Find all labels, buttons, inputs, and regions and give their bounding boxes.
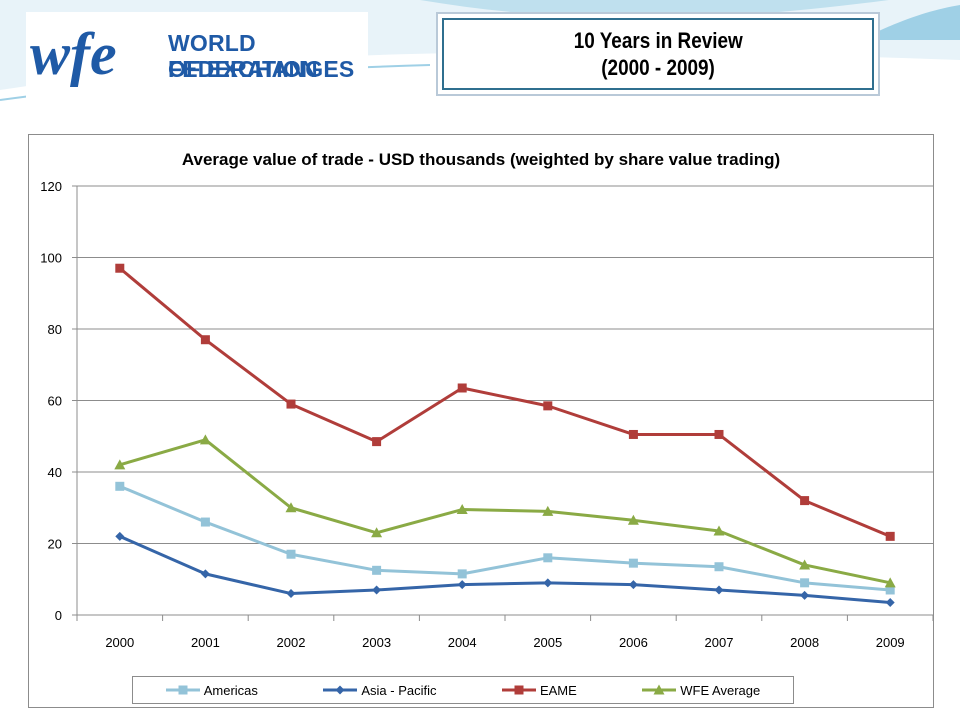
x-tick-label: 2002 xyxy=(277,635,306,650)
data-point xyxy=(627,514,639,525)
data-point xyxy=(457,383,467,393)
data-point xyxy=(800,496,810,506)
review-title-inner: 10 Years in Review (2000 - 2009) xyxy=(442,18,874,90)
review-title-box: 10 Years in Review (2000 - 2009) xyxy=(436,12,880,96)
data-point xyxy=(885,585,895,595)
data-point xyxy=(457,569,467,579)
data-point xyxy=(799,559,811,570)
legend-item: WFE Average xyxy=(642,683,760,698)
series-line xyxy=(119,484,891,592)
logo-text-line-2: OF EXCHANGES xyxy=(168,56,355,82)
data-point xyxy=(200,517,210,527)
series-line xyxy=(118,267,891,538)
data-point xyxy=(714,562,724,572)
series-wfe-average xyxy=(114,434,896,588)
data-point xyxy=(628,558,638,568)
y-tick-label: 100 xyxy=(40,251,62,266)
data-point xyxy=(286,549,296,559)
data-point xyxy=(628,580,638,590)
data-point xyxy=(114,459,126,470)
data-point xyxy=(285,502,297,513)
series xyxy=(114,263,896,607)
legend-item: EAME xyxy=(501,682,577,698)
data-point xyxy=(800,590,810,600)
y-tick-label: 80 xyxy=(48,322,62,337)
legend-label: Asia - Pacific xyxy=(361,682,437,698)
data-point xyxy=(200,569,210,579)
y-tick-label: 120 xyxy=(40,179,62,194)
x-tick-label: 2003 xyxy=(362,635,391,650)
data-point xyxy=(885,531,895,541)
logo-mark-text: wfe xyxy=(30,21,117,87)
legend-label: Americas xyxy=(203,682,258,698)
data-point xyxy=(372,585,382,595)
y-tick-label: 20 xyxy=(48,537,62,552)
data-point xyxy=(286,399,296,409)
data-point xyxy=(457,580,467,590)
chart-title: Average value of trade - USD thousands (… xyxy=(182,150,780,169)
data-point xyxy=(371,527,383,538)
x-tick-label: 2004 xyxy=(448,635,477,650)
x-tick-label: 2007 xyxy=(705,635,734,650)
x-tick-label: 2008 xyxy=(790,635,819,650)
y-tick-label: 40 xyxy=(48,465,62,480)
chart-frame: Average value of trade - USD thousands (… xyxy=(28,134,934,708)
wfe-logo: wfe WORLD FEDERATION OF EXCHANGES xyxy=(26,12,368,98)
data-point xyxy=(543,401,553,411)
legend-swatch xyxy=(501,685,536,695)
data-point xyxy=(713,525,725,536)
logo-text-line-1: WORLD FEDERATION xyxy=(168,30,318,82)
data-point xyxy=(200,335,210,345)
legend-swatch-marker xyxy=(653,684,665,695)
review-title-line-1: 10 Years in Review xyxy=(573,28,743,53)
data-point xyxy=(115,481,125,491)
data-point xyxy=(542,505,554,516)
data-point xyxy=(628,429,638,439)
data-point xyxy=(286,589,296,599)
legend-swatch-marker xyxy=(514,685,524,695)
series-line xyxy=(119,534,891,604)
data-point xyxy=(543,578,553,588)
data-point xyxy=(714,585,724,595)
data-point xyxy=(543,553,553,563)
x-tick-label: 2005 xyxy=(533,635,562,650)
legend-swatch-marker xyxy=(178,685,188,695)
wfe-logo-mark: wfe xyxy=(30,21,117,87)
data-point xyxy=(800,578,810,588)
data-point xyxy=(456,504,468,515)
data-point xyxy=(372,437,382,447)
line-chart: Average value of trade - USD thousands (… xyxy=(40,150,934,650)
x-tick-label: 2000 xyxy=(105,635,134,650)
axes: 0 20 40 60 80 100 120 2000 2001 2002 2003 2004 2005 2… xyxy=(40,179,934,650)
series-asia-pacific xyxy=(115,531,895,607)
legend-label: EAME xyxy=(539,682,577,698)
data-point xyxy=(372,565,382,575)
data-point xyxy=(115,531,125,541)
gridlines xyxy=(77,185,933,616)
x-tick-label: 2006 xyxy=(619,635,648,650)
data-point xyxy=(115,263,125,273)
legend-label: WFE Average xyxy=(680,682,761,698)
x-tick-label: 2009 xyxy=(876,635,905,650)
legend-item: Americas xyxy=(165,682,258,698)
data-point xyxy=(199,434,211,445)
series-line xyxy=(119,438,891,585)
y-tick-label: 60 xyxy=(48,394,62,409)
chart-legend: Americas Asia - Pacific EAME WFE Average xyxy=(132,676,794,704)
review-title-line-2: (2000 - 2009) xyxy=(601,55,715,80)
y-tick-label: 0 xyxy=(55,608,62,623)
series-eame xyxy=(115,263,895,541)
data-point xyxy=(885,597,895,607)
legend-swatch xyxy=(642,684,677,695)
x-tick-label: 2001 xyxy=(191,635,220,650)
legend-swatch-marker xyxy=(335,685,345,695)
data-point xyxy=(884,577,896,588)
legend-swatch xyxy=(323,685,358,695)
legend-item: Asia - Pacific xyxy=(323,682,437,698)
series-americas xyxy=(115,481,895,595)
data-point xyxy=(714,429,724,439)
legend-swatch xyxy=(165,685,200,695)
